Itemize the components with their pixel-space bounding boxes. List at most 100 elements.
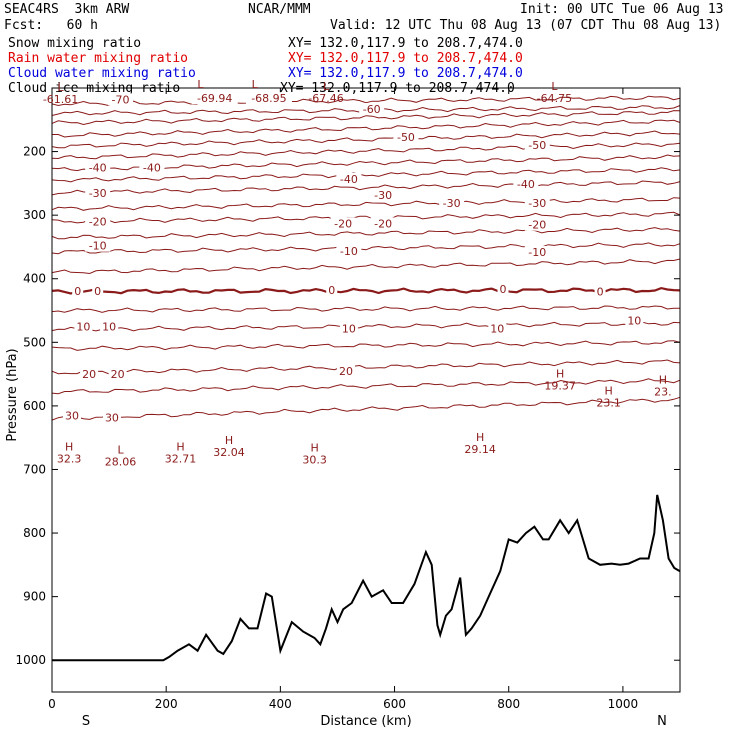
isotherm-line [51,227,681,240]
label-knockout [336,172,362,185]
isotherm-label: 0 [500,283,507,296]
isotherm-label: 20 [82,368,96,381]
label-knockout [92,284,104,297]
extremum-value: 23. [654,386,672,399]
isotherm-label: 20 [339,365,353,378]
field-snow-xy: XY= 132.0,117.9 to 208.7,474.0 [288,36,523,51]
extremum-marker: L [117,444,124,457]
label-knockout [62,409,81,422]
isotherm-line [51,197,681,211]
isotherm-line [51,142,681,160]
label-knockout [370,188,396,201]
isotherm-line [51,396,681,421]
isotherm-label: 30 [65,409,79,422]
extremum-marker: H [659,374,667,387]
isotherm-label: -68.95 [251,92,286,105]
label-knockout [370,217,396,230]
label-knockout [191,92,238,105]
isotherm-label: 30 [105,411,119,424]
isotherm-line [51,286,681,295]
init-time: Init: 00 UTC Tue 06 Aug 13 [520,2,724,17]
x-tick-label: 0 [48,697,56,711]
isotherm-label: 0 [94,285,101,298]
extremum-marker: L [323,80,330,93]
field-cloudwater-xy: XY= 132.0,117.9 to 208.7,474.0 [288,66,523,81]
y-tick-label: 700 [23,462,46,476]
extremum-marker: H [556,367,564,380]
extremum-marker: H [225,434,233,447]
label-knockout [74,320,93,333]
isotherm-label: -40 [89,161,107,174]
isotherm-label: -20 [374,217,392,230]
label-knockout [85,239,111,252]
extremum-value: -64.75 [537,92,572,105]
isotherm-line [51,110,681,126]
label-knockout [85,161,111,174]
isotherm-label: 0 [328,284,335,297]
label-knockout [524,197,550,210]
isotherm-line [51,95,681,107]
x-tick-label: 200 [155,697,178,711]
extremum-marker: H [604,384,612,397]
extremum-value: -61.61 [43,93,78,106]
extremum-marker: H [476,431,484,444]
isotherm-label: -30 [89,187,107,200]
terrain-line [52,494,681,662]
isotherm-label: -10 [340,245,358,258]
label-knockout [439,197,465,210]
field-rain-name: Rain water mixing ratio [8,51,189,66]
extremum-value: 29.14 [464,443,496,456]
isotherm-line [51,130,681,149]
label-knockout [625,314,644,327]
extremum-marker: H [310,442,318,455]
label-knockout [85,186,111,199]
label-knockout [336,244,362,257]
label-knockout [337,364,356,377]
label-knockout [488,322,507,335]
y-tick-label: 800 [23,526,46,540]
axis-ticks: 0 200 400 600 800 100020030040050060070080090… [15,88,680,711]
x-tick-label: 600 [383,697,406,711]
isotherm-layer [51,95,681,421]
isotherm-label: -69.94 [197,92,232,105]
isotherm-label: 10 [627,315,641,328]
y-tick-label: 500 [23,335,46,349]
label-knockout [102,411,121,424]
x-tick-label: 800 [497,697,520,711]
isotherm-label: -50 [397,131,415,144]
label-knockout [72,284,84,297]
field-rain-xy: XY= 132.0,117.9 to 208.7,474.0 [288,51,523,66]
plot-frame [51,87,681,693]
isotherm-label: 0 [597,285,604,298]
extremum-marker: H [176,440,184,453]
forecast-hour: Fcst: 60 h [4,18,98,33]
isotherm-line [52,119,681,138]
org-label: NCAR/MMM [248,2,311,17]
label-knockout [85,215,111,228]
isotherm-line [51,180,681,196]
label-knockout [100,320,119,333]
extremum-value: 19.37 [544,379,576,392]
y-tick-label: 400 [23,272,46,286]
y-tick-label: 900 [23,590,46,604]
north-label: N [657,714,667,729]
isotherm-label: 0 [74,285,81,298]
extremum-value: 23.1 [596,396,621,409]
isotherm-label: 20 [111,368,125,381]
isotherm-line [51,242,681,255]
extremum-value: 32.3 [57,452,82,465]
isotherm-label: -60 [363,103,381,116]
terrain-layer [52,494,681,662]
label-knockout [513,178,539,191]
isotherm-line [51,321,681,332]
x-tick-label: 400 [269,697,292,711]
isotherm-label: -40 [517,178,535,191]
label-knockout [330,217,356,230]
label-knockout [524,218,550,231]
isotherm-label: -30 [443,197,461,210]
label-knockout [108,368,127,381]
isotherm-label: -50 [528,139,546,152]
label-knockout [497,282,509,295]
extremum-marker: L [252,78,259,91]
